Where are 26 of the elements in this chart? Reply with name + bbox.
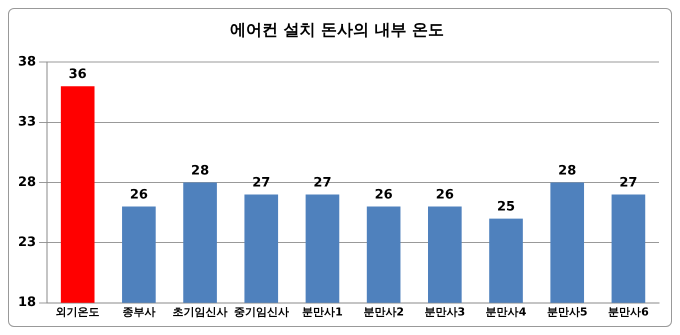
x-tick-label: 분만사6 — [608, 305, 650, 318]
x-tick-label: 분만사1 — [302, 305, 343, 318]
x-tick-label: 초기임신사 — [172, 305, 228, 318]
x-tick-label: 분만사4 — [486, 305, 527, 318]
y-tick-label: 23 — [18, 235, 36, 250]
x-tick-label: 종부사 — [122, 305, 156, 318]
y-tick-label: 38 — [18, 54, 36, 70]
data-label: 36 — [68, 67, 87, 82]
x-tick-label: 분만사2 — [363, 305, 404, 318]
data-label: 28 — [191, 163, 210, 178]
x-tick-label: 외기온도 — [56, 305, 100, 318]
y-tick-label: 33 — [18, 114, 36, 130]
data-label: 27 — [252, 175, 270, 190]
data-label: 27 — [619, 175, 638, 190]
y-tick-label: 28 — [18, 174, 36, 190]
x-tick-label: 분만사3 — [424, 305, 466, 318]
data-label: 27 — [313, 175, 332, 190]
x-tick-label: 분만사5 — [546, 305, 588, 318]
x-tick-label: 중기임신사 — [234, 305, 289, 318]
data-label: 26 — [436, 187, 454, 202]
y-tick-label: 18 — [18, 295, 36, 310]
data-label: 28 — [558, 163, 576, 178]
chart-title: 에어컨 설치 돈사의 내부 온도 — [230, 20, 444, 39]
data-label: 26 — [130, 187, 148, 202]
data-label: 26 — [374, 187, 393, 202]
data-label: 25 — [496, 199, 516, 214]
